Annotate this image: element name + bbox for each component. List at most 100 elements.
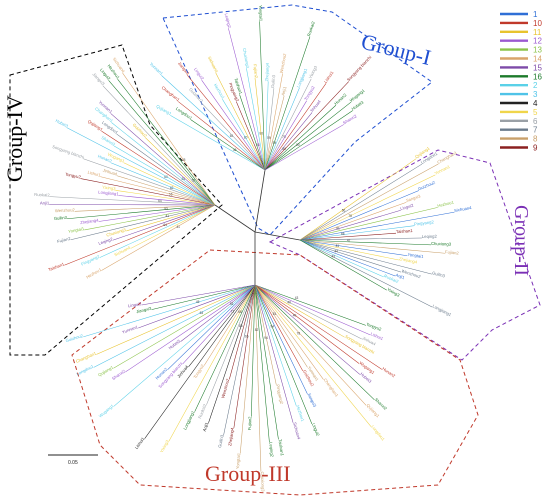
leaf-label: Taishan1: [233, 77, 243, 95]
tree-branch: [299, 239, 402, 273]
leaf-label: Jinhua4: [361, 335, 377, 346]
tree-branch: [66, 127, 216, 206]
tree-branch: [254, 284, 277, 385]
leaf-label: Yixing3: [308, 64, 319, 79]
bootstrap-value: 41: [176, 225, 180, 229]
leaf-label: Changhan1: [323, 377, 340, 398]
leaf-label: Zhejiang4: [264, 62, 270, 81]
group-i-label: Group-I: [359, 29, 434, 70]
bootstrap-value: 51: [230, 302, 234, 306]
tree-branch: [299, 239, 408, 256]
tree-branch: [112, 204, 216, 241]
tree-branch: [125, 284, 256, 373]
leaf-label: Lishui1: [323, 70, 335, 84]
tree-branch: [117, 79, 216, 206]
scale-bar-label: 0.05: [68, 460, 78, 466]
leaf-label: Hezhou1: [85, 267, 103, 280]
tree-branch: [240, 284, 256, 454]
tree-branch: [299, 202, 407, 241]
tree-branch: [299, 239, 432, 275]
tree-branch: [254, 284, 367, 406]
legend-label: 10: [533, 19, 542, 28]
tree-branch: [264, 110, 353, 171]
group-iii-boundary: [71, 249, 479, 496]
bootstrap-value: 81: [336, 227, 340, 231]
tree-branch: [223, 284, 256, 436]
leaf-label: Chuxiong3: [260, 471, 266, 492]
legend-label: 13: [533, 46, 542, 55]
tree-branch: [126, 204, 216, 232]
leaf-label: Zhejiang4: [399, 256, 419, 265]
leaf-label: Sichuan4: [207, 55, 220, 73]
leaf-label: Leqing2: [422, 234, 438, 239]
legend-label: 12: [533, 37, 542, 46]
tree-branch: [264, 100, 307, 171]
tree-branch: [236, 101, 266, 171]
tree-branch: [138, 284, 256, 329]
tree-branch: [299, 239, 399, 261]
bootstrap-value: 94: [270, 324, 274, 328]
leaf-label: Wenzhou2: [401, 268, 422, 279]
tree-branch: [113, 284, 256, 369]
leaf-label: Yunnan1: [149, 61, 165, 76]
leaf-label: Yongtai1: [258, 5, 264, 22]
leaf-label: Longdou1: [76, 363, 95, 376]
leaf-label: Anji1: [202, 421, 210, 432]
leaf-label: Hezhou1: [213, 83, 226, 101]
bootstrap-value: 43: [295, 296, 299, 300]
bootstrap-value: 56: [342, 208, 346, 212]
leaf-label: Zhejiang4: [227, 427, 235, 447]
tree-branch: [254, 284, 345, 338]
tree-branch: [239, 94, 266, 171]
bootstrap-value: 53: [164, 207, 168, 211]
tree-branch: [110, 113, 216, 206]
tree-branch: [102, 85, 216, 206]
legend-label: 9: [533, 144, 538, 153]
leaf-label: Taishan1: [277, 439, 285, 457]
leaf-label: Hubei3: [55, 118, 70, 129]
bootstrap-value: 79: [282, 135, 286, 139]
legend-label: 8: [533, 135, 538, 144]
tree-branch: [201, 102, 266, 171]
leaf-label: Longjiang1: [182, 409, 196, 430]
tree-branch: [144, 284, 256, 439]
tree-branch: [228, 28, 266, 171]
leaf-label: Jiangxi3: [136, 306, 153, 315]
tree-branch: [254, 284, 294, 423]
legend-label: 16: [533, 72, 542, 81]
legend-label: 15: [533, 63, 542, 72]
tree-branch: [99, 204, 216, 258]
bootstrap-value: 68: [238, 310, 242, 314]
tree-branch: [122, 72, 216, 206]
tree-branch: [299, 239, 433, 308]
tree-branch: [254, 284, 297, 406]
tree-branch: [170, 115, 266, 171]
tree-branch: [190, 119, 266, 171]
leaf-label: Sichuan4: [292, 422, 302, 441]
leaf-label: Tongyu2: [303, 84, 316, 101]
leaf-label: Ruokai2: [383, 273, 400, 284]
bootstrap-value: 94: [264, 336, 268, 340]
leaf-label: Guilin3: [217, 434, 225, 448]
tree-leaf-labels: Qujiang1 Longdou1Changhan1Yunnan1Guizhou2…: [34, 5, 472, 492]
tree-branch: [299, 237, 422, 241]
tree-branch: [188, 284, 256, 367]
leaf-label: Shanxi2: [111, 368, 127, 381]
legend-label: 6: [533, 117, 538, 126]
tree-branch: [264, 73, 283, 171]
tree-branch: [229, 284, 256, 380]
bootstrap-value: 80: [259, 131, 263, 135]
tree-branch: [201, 80, 266, 171]
leaf-label: Guilin3: [54, 215, 68, 221]
tree-branch: [259, 21, 266, 171]
tree-branch: [113, 145, 216, 206]
tree-branch: [141, 284, 256, 306]
tree-branch: [96, 284, 256, 355]
bootstrap-value: 64: [163, 223, 167, 227]
leaf-label: Ruokai2: [34, 192, 50, 198]
leaf-label: Lingui2: [311, 422, 321, 437]
leaf-label: Fujian2: [253, 64, 260, 79]
bootstrap-value: 54: [273, 141, 277, 145]
